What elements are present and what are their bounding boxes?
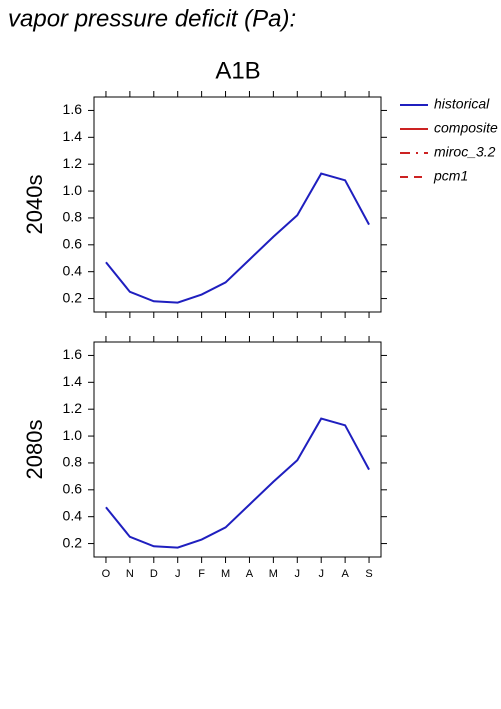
panel-label: 2080s [22, 420, 47, 480]
x-tick-label: J [295, 568, 301, 580]
series-line [105, 417, 370, 549]
y-tick-label: 1.2 [63, 400, 83, 416]
y-tick-label: 1.4 [63, 128, 83, 144]
x-tick-label: N [126, 568, 134, 580]
legend-label: historical [434, 96, 490, 112]
y-tick-label: 0.4 [63, 262, 83, 278]
chart-subtitle: A1B [215, 57, 260, 84]
x-tick-label: D [150, 568, 158, 580]
y-tick-label: 0.2 [63, 289, 83, 305]
x-tick-label: M [221, 568, 230, 580]
plot-frame [93, 341, 382, 558]
y-tick-label: 1.6 [63, 101, 83, 117]
x-tick-label: M [269, 568, 278, 580]
y-tick-label: 1.0 [63, 182, 83, 198]
legend-label: miroc_3.2 [434, 144, 496, 160]
x-tick-label: S [365, 568, 372, 580]
legend-label: composite [434, 120, 498, 136]
x-tick-label: F [198, 568, 205, 580]
y-tick-label: 0.6 [63, 236, 83, 252]
y-tick-label: 0.8 [63, 454, 83, 470]
series-line [105, 172, 370, 304]
y-tick-label: 1.6 [63, 346, 83, 362]
plot-frame [93, 96, 382, 313]
x-tick-label: J [318, 568, 324, 580]
x-tick-label: J [175, 568, 181, 580]
y-tick-label: 0.2 [63, 534, 83, 550]
x-tick-label: A [246, 568, 254, 580]
chart-title: vapor pressure deficit (Pa): [8, 5, 296, 32]
x-tick-label: O [102, 568, 111, 580]
y-tick-label: 1.4 [63, 373, 83, 389]
x-tick-label: A [341, 568, 349, 580]
y-tick-label: 1.2 [63, 155, 83, 171]
y-tick-label: 0.8 [63, 209, 83, 225]
y-tick-label: 1.0 [63, 427, 83, 443]
legend-label: pcm1 [433, 168, 468, 184]
panel-label: 2040s [22, 175, 47, 235]
y-tick-label: 0.4 [63, 507, 83, 523]
y-tick-label: 0.6 [63, 481, 83, 497]
